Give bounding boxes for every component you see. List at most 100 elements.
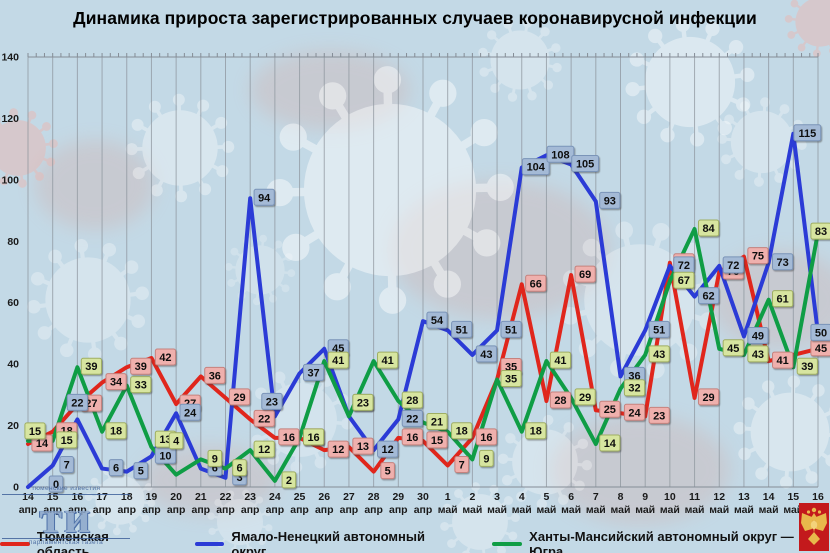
svg-text:28: 28 — [554, 395, 566, 407]
svg-text:7: 7 — [593, 491, 599, 503]
svg-text:18: 18 — [110, 426, 122, 438]
svg-text:7: 7 — [64, 460, 70, 472]
svg-text:май: май — [561, 504, 581, 516]
svg-text:апр: апр — [43, 504, 62, 516]
svg-text:29: 29 — [392, 491, 404, 503]
svg-text:60: 60 — [7, 297, 19, 309]
svg-text:10: 10 — [159, 450, 171, 462]
svg-text:27: 27 — [343, 491, 355, 503]
svg-text:20: 20 — [7, 420, 19, 432]
svg-text:75: 75 — [752, 251, 764, 263]
svg-text:5: 5 — [385, 466, 391, 478]
svg-text:апр: апр — [241, 504, 260, 516]
svg-text:72: 72 — [678, 260, 690, 272]
svg-text:май: май — [685, 504, 705, 516]
svg-text:40: 40 — [7, 359, 19, 371]
svg-text:51: 51 — [653, 324, 665, 336]
svg-text:34: 34 — [110, 377, 123, 389]
svg-text:апр: апр — [290, 504, 309, 516]
svg-text:22: 22 — [258, 413, 270, 425]
svg-text:май: май — [783, 504, 803, 516]
svg-text:май: май — [734, 504, 754, 516]
svg-text:6: 6 — [113, 463, 119, 475]
svg-text:32: 32 — [628, 383, 640, 395]
svg-text:20: 20 — [170, 491, 182, 503]
svg-text:108: 108 — [551, 149, 569, 161]
svg-text:50: 50 — [815, 327, 827, 339]
svg-text:69: 69 — [579, 269, 591, 281]
svg-text:май: май — [611, 504, 631, 516]
svg-text:62: 62 — [702, 291, 714, 303]
newspaper-logo: тюменские известия ти парламентская газе… — [2, 485, 130, 547]
legend-item-khmao: Ханты-Мансийский автономный округ — Югра — [492, 529, 830, 553]
svg-text:0: 0 — [13, 482, 19, 494]
svg-text:9: 9 — [642, 491, 648, 503]
svg-text:14: 14 — [763, 491, 775, 503]
svg-text:39: 39 — [801, 361, 813, 373]
svg-text:16: 16 — [307, 432, 319, 444]
svg-text:3: 3 — [236, 472, 242, 484]
svg-text:120: 120 — [1, 113, 19, 125]
svg-text:13: 13 — [159, 434, 171, 446]
svg-text:24: 24 — [184, 407, 197, 419]
svg-text:104: 104 — [527, 162, 546, 174]
svg-text:18: 18 — [121, 491, 133, 503]
svg-text:43: 43 — [480, 349, 492, 361]
svg-text:26: 26 — [318, 491, 330, 503]
svg-text:апр: апр — [167, 504, 186, 516]
svg-text:6: 6 — [236, 463, 242, 475]
svg-text:42: 42 — [159, 352, 171, 364]
svg-text:6: 6 — [212, 463, 218, 475]
svg-text:30: 30 — [417, 491, 429, 503]
svg-text:4: 4 — [519, 491, 525, 503]
svg-text:45: 45 — [727, 343, 739, 355]
svg-text:100: 100 — [1, 174, 19, 186]
svg-text:8: 8 — [618, 491, 624, 503]
svg-text:37: 37 — [307, 367, 319, 379]
svg-text:39: 39 — [135, 361, 147, 373]
svg-text:23: 23 — [653, 410, 665, 422]
svg-text:апр: апр — [19, 504, 38, 516]
svg-text:15: 15 — [787, 491, 799, 503]
blue-line-swatch — [194, 542, 225, 546]
svg-text:апр: апр — [93, 504, 112, 516]
svg-text:май: май — [536, 504, 556, 516]
svg-text:61: 61 — [777, 294, 789, 306]
svg-text:апр: апр — [117, 504, 136, 516]
svg-text:12: 12 — [713, 491, 725, 503]
svg-text:13: 13 — [738, 491, 750, 503]
svg-text:май: май — [635, 504, 655, 516]
svg-text:апр: апр — [414, 504, 433, 516]
svg-text:2: 2 — [286, 475, 292, 487]
chart-legend: Тюменская область Ямало-Ненецкий автоном… — [0, 529, 830, 553]
logo-top-text: тюменские известия — [2, 485, 130, 495]
svg-text:18: 18 — [456, 426, 468, 438]
svg-text:72: 72 — [727, 260, 739, 272]
svg-text:3: 3 — [494, 491, 500, 503]
svg-text:18: 18 — [530, 426, 542, 438]
svg-text:4: 4 — [173, 436, 180, 448]
svg-text:апр: апр — [266, 504, 285, 516]
svg-text:23: 23 — [266, 396, 278, 408]
svg-text:7: 7 — [459, 460, 465, 472]
svg-text:28: 28 — [368, 491, 380, 503]
svg-text:апр: апр — [142, 504, 161, 516]
svg-text:15: 15 — [47, 491, 59, 503]
svg-text:15: 15 — [61, 435, 73, 447]
svg-text:28: 28 — [406, 395, 418, 407]
svg-text:1: 1 — [445, 491, 451, 503]
svg-text:105: 105 — [576, 159, 594, 171]
svg-text:апр: апр — [340, 504, 359, 516]
svg-text:73: 73 — [777, 257, 789, 269]
svg-text:11: 11 — [689, 491, 700, 503]
svg-text:41: 41 — [332, 355, 344, 367]
svg-text:21: 21 — [195, 491, 207, 503]
svg-text:16: 16 — [72, 491, 84, 503]
svg-text:апр: апр — [68, 504, 87, 516]
svg-text:14: 14 — [36, 438, 49, 450]
svg-text:17: 17 — [96, 491, 108, 503]
red-line-swatch — [0, 542, 30, 546]
svg-text:23: 23 — [244, 491, 256, 503]
